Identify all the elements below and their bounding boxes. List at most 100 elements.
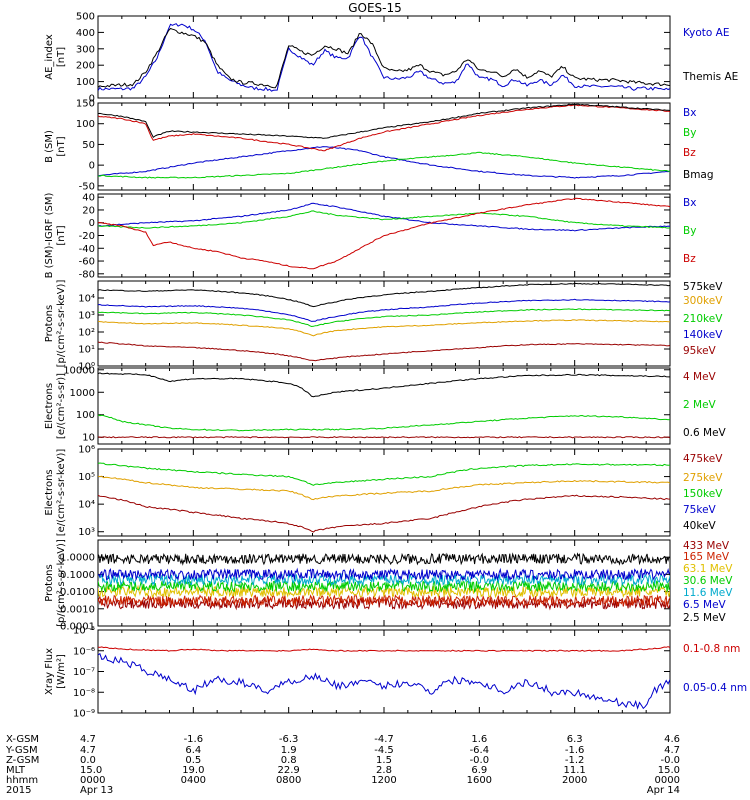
ephemeris-row-label: MLT [6,765,26,776]
series-line-575kev [98,282,670,308]
ephemeris-value: 1600 [467,775,492,786]
y-axis-unit: [nT] [56,47,67,67]
legend-label: 11.6 MeV [683,587,733,599]
legend-label: Bz [683,147,696,159]
ephemeris-value: -4.5 [374,745,394,756]
series-line-63-1-mev [98,584,670,599]
series-line-bx [98,146,670,179]
legend-label: 30.6 MeV [683,575,733,587]
y-tick-label: 1.0000 [60,553,95,564]
legend-label: Bmag [683,169,714,181]
y-tick-label: 10⁵ [78,472,95,483]
legend-label: Bx [683,197,696,209]
y-tick-label: 0.0010 [60,604,95,615]
ephemeris-value: 4.7 [80,734,96,745]
series-line-475kev [98,494,670,533]
y-tick-label: 0 [89,161,95,172]
ephemeris-value: -0.0 [660,755,680,766]
legend-label: By [683,225,696,237]
y-tick-label: 0.0001 [60,622,95,633]
y-axis-unit: [p/(cm²-s-sr-keV)] [56,280,67,368]
panel-ae: 500 400 300 200 100 0 AE_index [nT] Kyoto AE Them… [44,12,738,105]
legend-label: Themis AE [682,71,738,83]
legend-label: 95keV [683,345,717,357]
series-line-6-5-mev [98,567,670,582]
ephemeris-value: 0000 [80,775,105,786]
series-line-433-mev [98,597,670,611]
y-tick-label: 10⁻⁵ [73,626,95,637]
y-tick-label: 150 [76,99,95,110]
y-tick-label: 100 [76,410,95,421]
ephemeris-row-label: Z-GSM [6,755,39,766]
ephemeris-value: 0.0 [80,755,96,766]
ephemeris-value: 2000 [562,775,587,786]
y-tick-label: -60 [79,257,95,268]
y-tick-label: 10⁻⁶ [73,646,95,657]
legend-label: By [683,127,696,139]
legend-label: 6.5 MeV [683,599,727,611]
y-tick-label: 10⁴ [78,294,95,305]
y-tick-label: 10³ [78,527,95,538]
ephemeris-row-label: 2015 [6,785,31,796]
legend-label: 150keV [683,488,723,500]
series-line-0-6-mev [98,372,670,398]
y-tick-label: 400 [76,28,95,39]
ephemeris-value: 1.5 [376,755,392,766]
y-tick-label: 10² [78,328,95,339]
y-axis-label: Xray Flux [44,648,55,695]
series-line-150kev [98,462,670,486]
ephemeris-value: 0.5 [185,755,201,766]
series-line-165-mev [98,593,670,608]
ephemeris-value: 19.0 [182,765,204,776]
y-tick-label: -40 [79,244,95,255]
series-line-themis-ae [98,27,670,89]
y-tick-label: 1000 [70,388,95,399]
y-tick-label: 50 [82,140,95,151]
ephemeris-value: 1.6 [471,734,487,745]
series-line-by [98,151,670,179]
series-line-bz [98,197,670,270]
ephemeris-value: 0400 [181,775,206,786]
legend-label: 0.05-0.4 nm [683,682,747,694]
panel-electrons2: 10⁶ 10⁵ 10⁴ 10³ Electrons [e/(cm²-s-sr-keV)] 4… [44,445,723,539]
series-line-140kev [98,298,670,322]
ephemeris-row-label: X-GSM [6,734,39,745]
ephemeris-value: -6.4 [470,745,490,756]
legend-label: 75keV [683,504,717,516]
figure-title: GOES-15 [348,1,402,15]
ephemeris-value: 15.0 [658,765,680,776]
legend-label: 575keV [683,281,723,293]
legend-label: 0.6 MeV [683,427,727,439]
legend-label: Bz [683,253,696,265]
y-axis-unit: [e/(cm²-s-sr-keV)] [56,449,67,537]
y-tick-label: 10⁻⁸ [73,688,95,699]
series-line-95kev [98,341,670,362]
y-tick-label: 300 [76,44,95,55]
legend-label: 4 MeV [683,371,717,383]
y-tick-label: 10 [82,433,95,444]
ephemeris-value: 4.6 [664,734,680,745]
series-line-0-1-0-8-nm [98,646,670,652]
legend-label: 140keV [683,329,723,341]
ephemeris-value: 0.8 [281,755,297,766]
y-tick-label: -80 [79,269,95,280]
y-tick-label: 0.0100 [60,587,95,598]
ephemeris-value: 15.0 [80,765,102,776]
y-axis-unit: [p/(cm²-s-sr-keV)] [56,539,67,627]
y-tick-label: 10⁻⁷ [73,667,95,678]
ephemeris-value: Apr 13 [80,785,113,796]
series-line-bmag [98,103,670,139]
y-tick-label: 10⁰ [78,362,95,373]
ephemeris-value: -6.3 [279,734,299,745]
y-tick-label: 20 [82,205,95,216]
panel-xray: 10⁻⁵ 10⁻⁶ 10⁻⁷ 10⁻⁸ 10⁻⁹ Xray Flux [W/m²] 0.1-0… [44,626,747,720]
ephemeris-row-label: hhmm [6,775,38,786]
y-axis-label: AE_index [44,34,55,80]
ephemeris-value: 4.7 [664,745,680,756]
ephemeris-value: 0800 [276,775,301,786]
panel-frame [97,629,671,714]
legend-label: 0.1-0.8 nm [683,643,740,655]
y-axis-unit: [nT] [56,136,67,156]
panel-bsm: 150 100 50 0 -50 B (SM) [nT] Bx By Bz Bmag [44,99,714,193]
